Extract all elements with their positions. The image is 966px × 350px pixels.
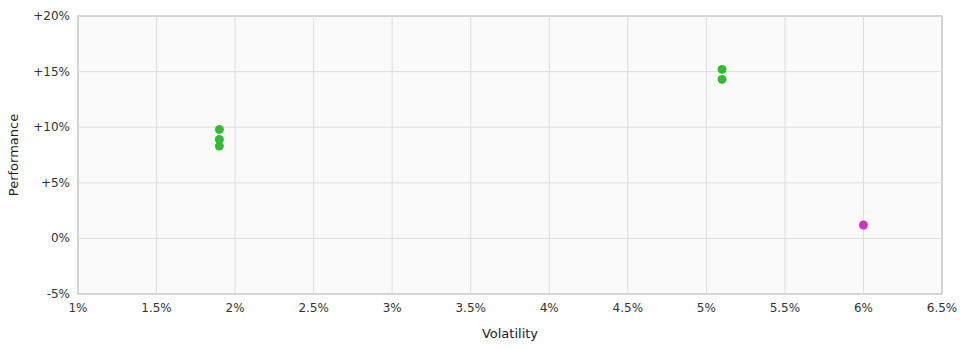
- x-tick-label: 6.5%: [927, 301, 958, 315]
- x-tick-label: 1%: [68, 301, 87, 315]
- y-tick-label: +10%: [33, 120, 70, 134]
- x-tick-label: 4%: [540, 301, 559, 315]
- x-grid-line: [627, 16, 628, 294]
- points: [215, 65, 868, 230]
- x-tick-label: 5%: [697, 301, 716, 315]
- y-grid-line: [78, 182, 942, 183]
- x-tick-label: 3.5%: [455, 301, 486, 315]
- x-tick-label: 4.5%: [613, 301, 644, 315]
- x-grid-line: [784, 16, 785, 294]
- point: [215, 125, 224, 134]
- x-grid-line: [235, 16, 236, 294]
- x-grid-line: [942, 16, 943, 294]
- x-grid-line: [863, 16, 864, 294]
- y-grid-line: [78, 238, 942, 239]
- y-grid-line: [78, 16, 942, 17]
- axes: 1% 1.5% 2% 2.5% 3% 3.5% 4% 4.5% 5% 5.5% 6% 6.5% -5% 0…: [33, 9, 957, 315]
- y-tick-label: -5%: [47, 287, 70, 301]
- x-grid-line: [313, 16, 314, 294]
- y-grid-line: [78, 127, 942, 128]
- y-grid-line: [78, 71, 942, 72]
- x-tick-label: 1.5%: [141, 301, 172, 315]
- chart: 1% 1.5% 2% 2.5% 3% 3.5% 4% 4.5% 5% 5.5% 6% 6.5% -5% 0…: [0, 0, 966, 350]
- x-tick-label: 6%: [854, 301, 873, 315]
- y-tick-label: 0%: [51, 231, 70, 245]
- x-grid-line: [706, 16, 707, 294]
- x-grid-line: [470, 16, 471, 294]
- x-grid-line: [549, 16, 550, 294]
- x-tick-label: 2.5%: [298, 301, 329, 315]
- y-axis-label: Performance: [6, 114, 21, 196]
- grid: [78, 16, 942, 294]
- x-grid-line: [392, 16, 393, 294]
- point: [215, 142, 224, 151]
- series: [859, 221, 868, 230]
- x-axis-label: Volatility: [482, 326, 538, 341]
- plot-area: [78, 16, 942, 294]
- x-tick-label: 3%: [383, 301, 402, 315]
- y-tick-label: +15%: [33, 65, 70, 79]
- y-grid-line: [78, 294, 942, 295]
- point: [718, 65, 727, 74]
- x-tick-label: 2%: [226, 301, 245, 315]
- series: [215, 65, 727, 151]
- y-tick-label: +20%: [33, 9, 70, 23]
- y-tick-label: +5%: [41, 176, 70, 190]
- point: [859, 221, 868, 230]
- x-tick-label: 5.5%: [770, 301, 801, 315]
- x-grid-line: [156, 16, 157, 294]
- x-grid-line: [78, 16, 79, 294]
- point: [718, 75, 727, 84]
